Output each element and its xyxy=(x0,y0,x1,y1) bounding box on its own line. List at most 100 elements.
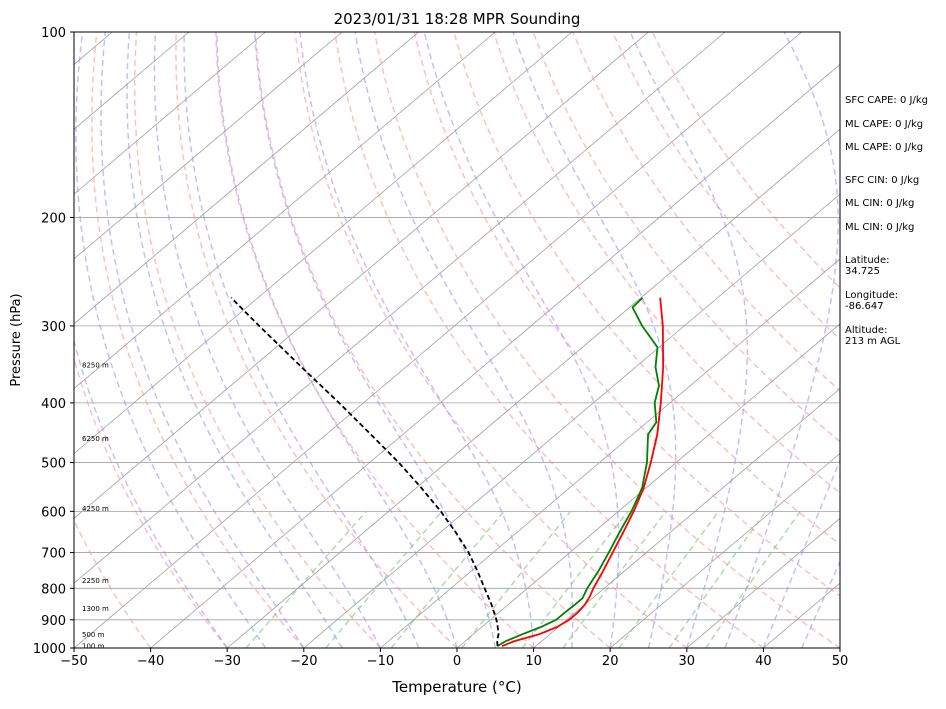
mixing-ratio-line xyxy=(705,510,801,648)
ml-cin-text-2: ML CIN: 0 J/kg xyxy=(845,222,915,233)
x-tick-label: 0 xyxy=(453,654,461,669)
sfc-cin-text: SFC CIN: 0 J/kg xyxy=(845,175,920,186)
parcel-profile-line xyxy=(230,297,500,647)
y-tick-label: 400 xyxy=(41,397,66,412)
dewpoint-profile-line xyxy=(497,297,660,647)
dry-adiabat-line xyxy=(334,32,764,648)
dry-adiabat-line xyxy=(453,32,840,546)
dry-adiabat-line xyxy=(373,32,840,648)
sfc-cape-text: SFC CAPE: 0 J/kg xyxy=(845,95,928,106)
mixing-ratio-line xyxy=(390,510,505,648)
height-label: 500 m xyxy=(82,631,105,639)
moist-adiabat-line xyxy=(75,32,267,648)
moist-adiabat-line xyxy=(423,32,620,648)
x-tick-label: 20 xyxy=(602,654,619,669)
mixing-ratio-line xyxy=(618,510,720,648)
isotherm-line xyxy=(74,32,343,260)
moist-adiabat-line xyxy=(183,32,420,648)
height-label: 2250 m xyxy=(82,577,109,585)
dry-adiabat-line xyxy=(215,32,535,648)
isotherm-line xyxy=(74,32,266,195)
dry-adiabat-line xyxy=(572,32,840,392)
y-tick-label: 300 xyxy=(41,320,66,335)
moist-adiabat-line xyxy=(354,32,574,648)
dry-adiabat-line xyxy=(492,32,840,494)
isotherm-line xyxy=(74,32,649,519)
height-label: 8250 m xyxy=(82,362,109,370)
dry-adiabat-line xyxy=(651,32,840,289)
moist-adiabat-line xyxy=(762,458,840,648)
height-label: 100 m xyxy=(82,643,105,651)
latitude-text: Latitude: 34.725 xyxy=(845,255,890,277)
x-tick-label: 10 xyxy=(525,654,542,669)
moist-adiabat-line xyxy=(299,32,535,648)
x-tick-label: −40 xyxy=(137,654,164,669)
dry-adiabat-line xyxy=(532,32,840,443)
mixing-ratio-line xyxy=(245,510,367,648)
x-tick-label: 30 xyxy=(679,654,696,669)
mixing-ratio-line xyxy=(562,510,667,648)
x-tick-label: −30 xyxy=(213,654,240,669)
isotherm-line xyxy=(74,32,496,390)
isotherm-line xyxy=(74,32,802,648)
altitude-text: Altitude: 213 m AGL xyxy=(845,325,901,347)
y-tick-label: 600 xyxy=(41,505,66,520)
isotherm-line xyxy=(74,32,419,325)
x-tick-label: 40 xyxy=(755,654,772,669)
moist-adiabat-line xyxy=(100,32,305,648)
mixing-ratio-line xyxy=(325,510,443,648)
isotherm-line xyxy=(686,517,840,648)
plot-frame xyxy=(73,31,841,649)
x-tick-label: −10 xyxy=(367,654,394,669)
isotherm-line xyxy=(609,452,840,648)
isotherm-line xyxy=(380,258,840,648)
dry-adiabat-line xyxy=(133,32,381,648)
moist-adiabat-line xyxy=(629,32,748,648)
isotherm-line xyxy=(226,128,840,648)
x-axis-label: Temperature (°C) xyxy=(391,678,521,696)
height-label: 1300 m xyxy=(82,605,109,613)
dry-adiabat-line xyxy=(611,32,840,341)
mixing-ratio-line xyxy=(461,510,572,648)
x-tick-label: −20 xyxy=(290,654,317,669)
moist-adiabat-line xyxy=(126,32,343,648)
y-tick-label: 800 xyxy=(41,582,66,597)
dry-adiabat-line xyxy=(413,32,840,597)
y-tick-label: 900 xyxy=(41,614,66,629)
y-tick-label: 700 xyxy=(41,547,66,562)
longitude-text: Longitude: -86.647 xyxy=(845,290,899,312)
moist-adiabat-line xyxy=(74,337,228,648)
moist-adiabat-line xyxy=(512,32,677,648)
isotherm-line xyxy=(303,193,840,648)
isotherm-line xyxy=(533,388,840,648)
y-tick-label: 1000 xyxy=(33,642,66,657)
dry-adiabat-line xyxy=(74,356,228,648)
isotherm-line xyxy=(74,32,726,584)
ml-cape-text: ML CAPE: 0 J/kg xyxy=(845,119,924,130)
chart-title: 2023/01/31 18:28 MPR Sounding xyxy=(334,10,581,28)
moist-adiabat-line xyxy=(253,32,497,648)
dry-adiabat-line xyxy=(294,32,688,648)
ml-cin-text: ML CIN: 0 J/kg xyxy=(845,198,915,209)
temperature-profile-line xyxy=(501,297,665,647)
y-tick-label: 100 xyxy=(41,26,66,41)
x-tick-label: −50 xyxy=(60,654,87,669)
height-label: 6250 m xyxy=(82,435,109,443)
moist-adiabat-line xyxy=(153,32,382,648)
y-tick-label: 200 xyxy=(41,211,66,226)
isotherm-line xyxy=(74,32,573,454)
y-tick-label: 500 xyxy=(41,457,66,472)
isotherm-line xyxy=(150,63,840,648)
isotherm-line xyxy=(456,323,840,648)
dry-adiabat-line xyxy=(175,32,458,648)
x-tick-label: 50 xyxy=(832,654,849,669)
height-label: 4250 m xyxy=(82,505,109,513)
mixing-ratio-line xyxy=(668,510,767,648)
dry-adiabat-line xyxy=(74,519,152,648)
ml-cape-text-2: ML CAPE: 0 J/kg xyxy=(845,142,924,153)
y-axis-label: Pressure (hPa) xyxy=(9,293,24,386)
dry-adiabat-line xyxy=(254,32,611,648)
dry-adiabat-line xyxy=(91,32,305,648)
